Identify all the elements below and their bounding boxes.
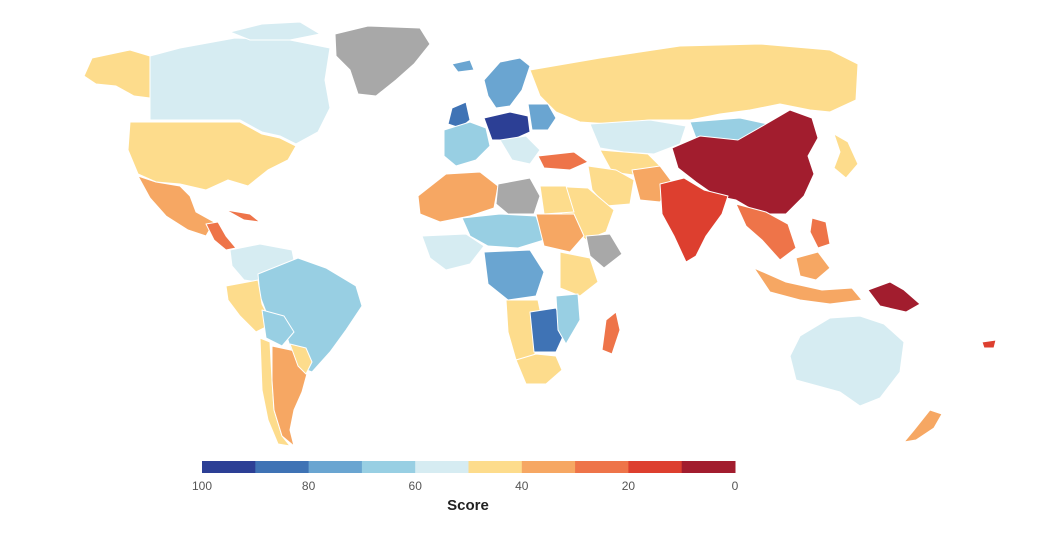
- legend-tick-label: 60: [409, 479, 423, 493]
- legend-bin: [468, 461, 523, 473]
- region-east-africa: [559, 251, 599, 297]
- region-madagascar: [601, 311, 621, 355]
- region-kazakhstan: [589, 119, 687, 155]
- region-egypt: [539, 185, 575, 215]
- region-borneo: [795, 251, 831, 281]
- region-philippines: [809, 217, 831, 249]
- legend-color-bins: [202, 461, 736, 473]
- region-north-africa-west: [417, 171, 499, 223]
- legend-tick-labels: 100 80 60 40 20 0: [192, 479, 739, 493]
- region-papua-new-guinea: [867, 281, 921, 313]
- region-bolivia: [261, 309, 295, 347]
- legend-bin: [521, 461, 576, 473]
- region-mozambique: [555, 293, 581, 345]
- legend-bin: [575, 461, 629, 473]
- region-balkans: [499, 135, 541, 165]
- region-west-africa: [421, 233, 485, 271]
- legend-tick-label: 20: [622, 479, 636, 493]
- region-australia: [789, 315, 905, 407]
- region-central-africa: [483, 249, 545, 301]
- legend-bin: [415, 461, 469, 473]
- region-scandinavia: [483, 57, 531, 109]
- region-libya: [495, 177, 541, 215]
- region-indonesia: [753, 267, 863, 305]
- legend-bin: [361, 461, 416, 473]
- region-central-america: [205, 221, 237, 251]
- legend-bin: [308, 461, 363, 473]
- region-russia: [529, 43, 859, 125]
- legend-bin: [681, 461, 736, 473]
- legend-bin: [202, 461, 256, 473]
- region-greenland: [334, 25, 431, 97]
- region-india: [659, 177, 729, 263]
- region-korea-japan: [833, 133, 859, 179]
- region-chile: [259, 337, 291, 447]
- region-turkey: [537, 151, 589, 171]
- legend-tick-label: 40: [515, 479, 529, 493]
- region-usa: [127, 121, 297, 191]
- region-alaska: [83, 49, 151, 99]
- region-western-europe: [443, 121, 491, 167]
- legend-bin: [628, 461, 683, 473]
- region-eastern-europe: [527, 103, 557, 131]
- region-canada-arctic: [229, 21, 321, 41]
- legend-title: Score: [447, 497, 489, 514]
- region-iceland: [451, 59, 475, 73]
- region-new-zealand: [903, 409, 943, 443]
- region-central-europe: [483, 111, 531, 141]
- region-south-africa: [515, 353, 563, 385]
- region-caribbean: [225, 209, 261, 223]
- legend-tick-label: 80: [302, 479, 316, 493]
- region-pacific-islands: [981, 339, 997, 349]
- legend-bin: [255, 461, 310, 473]
- legend-tick-label: 0: [732, 479, 739, 493]
- region-canada: [149, 37, 331, 145]
- region-mexico: [137, 175, 215, 237]
- region-paraguay-uruguay: [289, 343, 313, 375]
- region-peru: [225, 279, 273, 333]
- region-southeast-asia: [735, 203, 797, 261]
- region-sahel: [461, 213, 545, 249]
- region-iran: [587, 165, 635, 207]
- region-sudan: [535, 213, 585, 253]
- region-horn-of-africa: [585, 233, 623, 269]
- legend-tick-label: 100: [192, 479, 212, 493]
